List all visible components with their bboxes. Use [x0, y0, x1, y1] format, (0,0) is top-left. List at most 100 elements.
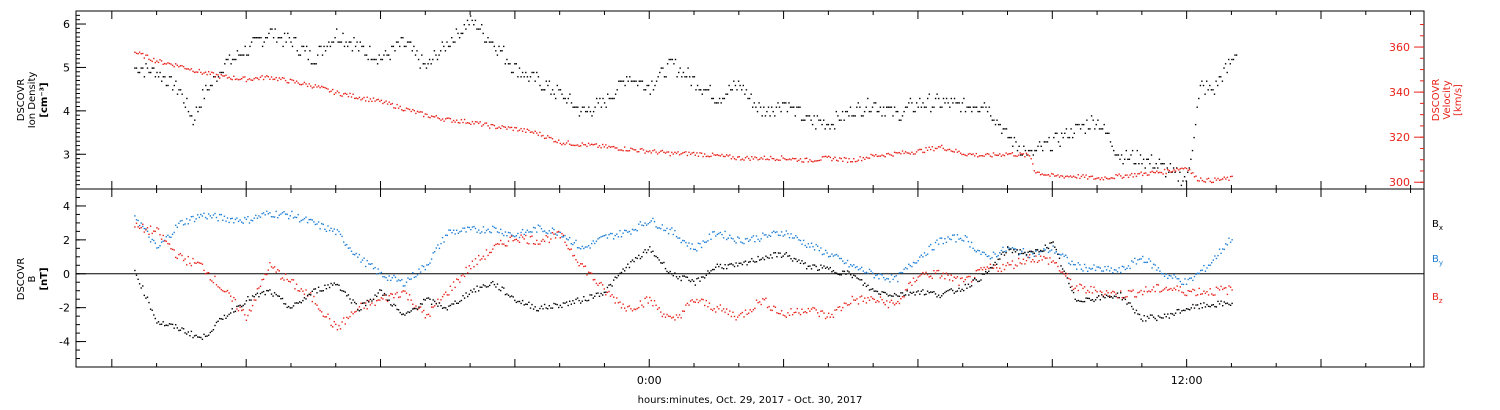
- data-point: [827, 123, 830, 126]
- data-point: [423, 298, 425, 301]
- data-point: [171, 233, 174, 235]
- data-point: [181, 93, 183, 95]
- data-point: [529, 131, 532, 133]
- data-point: [1057, 253, 1059, 255]
- data-point: [911, 151, 913, 153]
- data-point: [273, 266, 276, 268]
- data-point: [1178, 289, 1180, 292]
- data-point: [851, 161, 853, 163]
- data-point: [509, 126, 511, 129]
- data-point: [1187, 278, 1189, 281]
- data-point: [217, 74, 219, 76]
- data-point: [231, 78, 233, 81]
- data-point: [1058, 257, 1061, 259]
- data-point: [721, 267, 723, 269]
- data-point: [1207, 305, 1210, 307]
- data-point: [159, 71, 161, 74]
- data-point: [1003, 250, 1006, 253]
- y-tick-label: 3: [63, 148, 70, 161]
- data-point: [1118, 297, 1120, 299]
- data-point: [548, 80, 551, 82]
- data-point: [702, 240, 704, 242]
- data-point: [772, 110, 774, 113]
- data-point: [1008, 247, 1010, 249]
- data-point: [645, 224, 648, 226]
- data-point: [501, 286, 503, 288]
- data-point: [1030, 250, 1032, 252]
- data-point: [1003, 154, 1006, 157]
- data-point: [1159, 270, 1161, 272]
- data-point: [937, 269, 940, 272]
- data-point: [200, 336, 202, 339]
- data-point: [465, 231, 467, 233]
- data-point: [156, 71, 158, 74]
- data-point: [887, 295, 890, 297]
- data-point: [1228, 285, 1230, 287]
- data-point: [1052, 260, 1054, 262]
- data-point: [432, 299, 434, 301]
- data-point: [751, 236, 753, 239]
- data-point: [358, 306, 361, 308]
- data-point: [602, 235, 604, 237]
- data-point: [934, 272, 937, 274]
- data-point: [573, 144, 576, 147]
- data-point: [641, 80, 644, 82]
- data-point: [245, 80, 248, 83]
- data-point: [864, 272, 866, 274]
- data-point: [368, 300, 370, 302]
- data-point: [233, 296, 235, 299]
- top-ylabel-line3: [cm⁻³]: [39, 82, 50, 117]
- data-point: [559, 237, 561, 239]
- data-point: [1024, 263, 1026, 265]
- data-point: [751, 258, 753, 260]
- data-point: [983, 266, 985, 269]
- data-point: [1019, 249, 1021, 251]
- data-point: [1085, 292, 1087, 294]
- data-point: [611, 146, 613, 148]
- data-point: [1158, 158, 1161, 160]
- data-point: [823, 265, 825, 267]
- data-point: [1005, 252, 1007, 254]
- data-point: [565, 238, 568, 240]
- data-point: [1107, 265, 1109, 268]
- data-point: [1097, 119, 1099, 121]
- data-point: [787, 312, 789, 314]
- data-point: [547, 308, 549, 310]
- data-point: [886, 153, 888, 155]
- data-point: [223, 290, 226, 293]
- data-point: [478, 229, 480, 231]
- data-point: [1068, 282, 1070, 285]
- data-point: [355, 97, 357, 99]
- data-point: [518, 236, 521, 239]
- data-point: [656, 257, 659, 259]
- data-point: [432, 252, 434, 254]
- data-point: [1132, 308, 1134, 310]
- data-point: [1183, 176, 1186, 178]
- data-point: [829, 128, 831, 130]
- data-point: [339, 328, 342, 330]
- data-point: [882, 106, 885, 108]
- data-point: [876, 155, 879, 158]
- data-point: [923, 294, 926, 296]
- data-point: [168, 76, 171, 78]
- data-point: [345, 41, 347, 43]
- data-point: [887, 306, 890, 309]
- data-point: [917, 276, 919, 278]
- data-point: [575, 298, 577, 301]
- data-point: [228, 76, 230, 79]
- data-point: [1007, 136, 1009, 139]
- data-point: [813, 307, 816, 309]
- data-point: [868, 268, 871, 271]
- data-point: [666, 313, 668, 316]
- data-point: [919, 148, 921, 151]
- data-point: [1094, 269, 1097, 272]
- data-point: [848, 266, 850, 268]
- data-point: [805, 115, 807, 117]
- data-point: [261, 75, 263, 77]
- data-point: [1167, 313, 1169, 315]
- data-point: [603, 234, 605, 237]
- data-point: [639, 148, 642, 150]
- data-point: [708, 233, 711, 235]
- data-point: [301, 45, 303, 48]
- data-point: [1184, 278, 1186, 280]
